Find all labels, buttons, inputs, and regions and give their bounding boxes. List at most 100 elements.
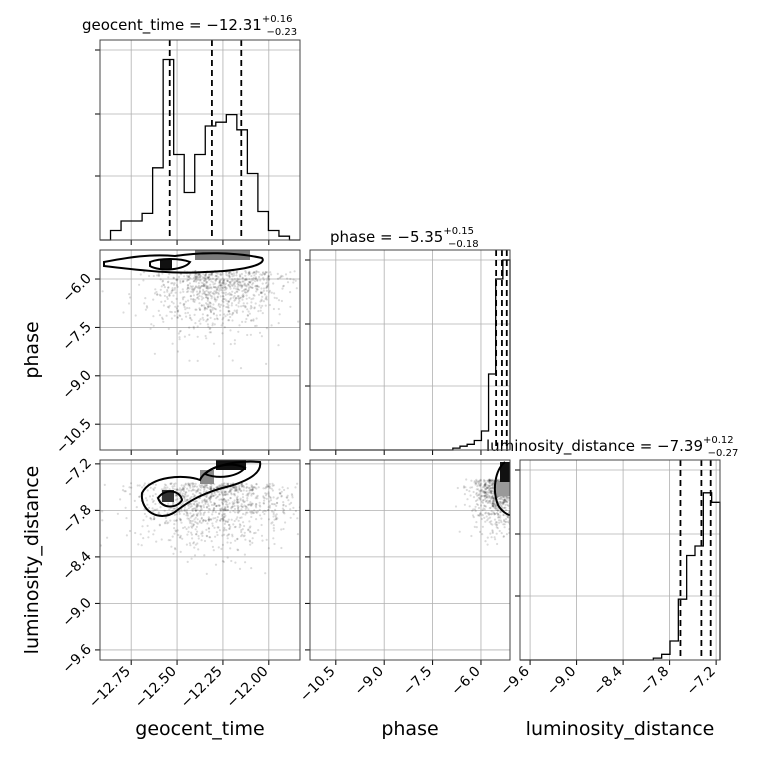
scatter-point bbox=[165, 314, 168, 317]
scatter-point bbox=[506, 520, 509, 524]
scatter-point bbox=[209, 278, 212, 281]
scatter-point bbox=[215, 308, 218, 311]
scatter-point bbox=[243, 534, 246, 537]
scatter-point bbox=[182, 303, 185, 306]
scatter-point bbox=[201, 534, 204, 538]
scatter-point bbox=[502, 501, 505, 504]
scatter-point bbox=[275, 518, 278, 521]
scatter-point bbox=[218, 504, 221, 507]
scatter-point bbox=[221, 492, 224, 495]
scatter-point bbox=[213, 501, 216, 505]
scatter-point bbox=[254, 504, 257, 507]
scatter-point bbox=[282, 508, 286, 512]
scatter-point bbox=[201, 292, 204, 295]
scatter-point bbox=[215, 520, 218, 523]
scatter-point bbox=[490, 487, 493, 490]
scatter-point bbox=[199, 279, 202, 282]
scatter-point bbox=[488, 495, 491, 498]
scatter-point bbox=[481, 514, 484, 517]
scatter-point bbox=[224, 286, 227, 289]
scatter-point bbox=[193, 489, 196, 492]
scatter-point bbox=[241, 485, 244, 488]
scatter-point bbox=[198, 274, 201, 277]
scatter-point bbox=[198, 504, 201, 508]
density-region bbox=[140, 460, 262, 517]
scatter-point bbox=[204, 279, 207, 282]
scatter-point bbox=[197, 286, 200, 290]
scatter-point bbox=[191, 484, 194, 487]
scatter-point bbox=[200, 284, 203, 288]
scatter-point bbox=[181, 494, 184, 497]
scatter-point bbox=[214, 279, 217, 282]
scatter-point bbox=[206, 318, 209, 321]
scatter-point bbox=[222, 499, 225, 502]
scatter-point bbox=[215, 298, 218, 301]
scatter-point bbox=[244, 305, 247, 308]
scatter-point bbox=[254, 324, 257, 328]
scatter-point bbox=[234, 298, 237, 301]
scatter-point bbox=[198, 291, 202, 294]
scatter-point bbox=[222, 304, 225, 307]
scatter-point bbox=[225, 503, 228, 506]
scatter-point bbox=[233, 299, 236, 302]
scatter-point bbox=[231, 319, 234, 322]
scatter-point bbox=[236, 295, 239, 298]
scatter-point bbox=[196, 296, 200, 299]
scatter-point bbox=[297, 320, 300, 323]
scatter-point bbox=[202, 512, 205, 515]
scatter-point bbox=[507, 496, 510, 499]
scatter-point bbox=[221, 513, 224, 517]
scatter-point bbox=[199, 506, 203, 509]
scatter-point bbox=[265, 298, 268, 301]
scatter-point bbox=[242, 500, 245, 503]
scatter-point bbox=[212, 509, 215, 512]
scatter-point bbox=[263, 273, 266, 276]
scatter-point bbox=[478, 496, 481, 499]
scatter-point bbox=[254, 486, 257, 489]
scatter-point bbox=[481, 501, 485, 504]
scatter-point bbox=[236, 288, 240, 291]
scatter-point bbox=[202, 485, 205, 488]
scatter-point bbox=[267, 508, 270, 512]
scatter-point bbox=[244, 306, 247, 309]
scatter-point bbox=[224, 293, 227, 296]
scatter-point bbox=[200, 517, 203, 520]
scatter-point bbox=[219, 507, 222, 510]
scatter-point bbox=[497, 516, 500, 519]
scatter-point bbox=[196, 514, 199, 517]
scatter-point bbox=[212, 312, 215, 315]
scatter-point bbox=[273, 292, 276, 295]
scatter-point bbox=[190, 557, 193, 560]
scatter-point bbox=[222, 513, 225, 516]
scatter-point bbox=[477, 497, 480, 500]
scatter-point bbox=[193, 495, 196, 498]
scatter-point bbox=[179, 518, 182, 521]
scatter-point bbox=[198, 289, 201, 293]
scatter-point bbox=[271, 521, 274, 524]
scatter-point bbox=[220, 274, 223, 277]
scatter-point bbox=[244, 288, 247, 291]
scatter-point bbox=[202, 485, 205, 488]
scatter-point bbox=[284, 273, 288, 276]
scatter-point bbox=[223, 283, 226, 286]
scatter-point bbox=[227, 319, 230, 322]
scatter-point bbox=[189, 285, 192, 288]
scatter-point bbox=[222, 519, 225, 522]
scatter-point bbox=[236, 277, 239, 280]
scatter-point bbox=[207, 303, 210, 306]
scatter-point bbox=[191, 291, 195, 294]
scatter-point bbox=[237, 505, 240, 508]
scatter-point bbox=[489, 501, 492, 505]
scatter-point bbox=[198, 519, 202, 523]
scatter-point bbox=[491, 482, 495, 485]
scatter-point bbox=[265, 483, 269, 486]
scatter-point bbox=[504, 506, 507, 509]
scatter-point bbox=[212, 313, 215, 316]
scatter-point bbox=[200, 508, 203, 511]
scatter-point bbox=[191, 288, 194, 291]
scatter-point bbox=[490, 536, 493, 539]
scatter-point bbox=[176, 310, 180, 313]
scatter-point bbox=[491, 531, 494, 535]
scatter-point bbox=[235, 279, 238, 283]
scatter-point bbox=[186, 288, 189, 291]
